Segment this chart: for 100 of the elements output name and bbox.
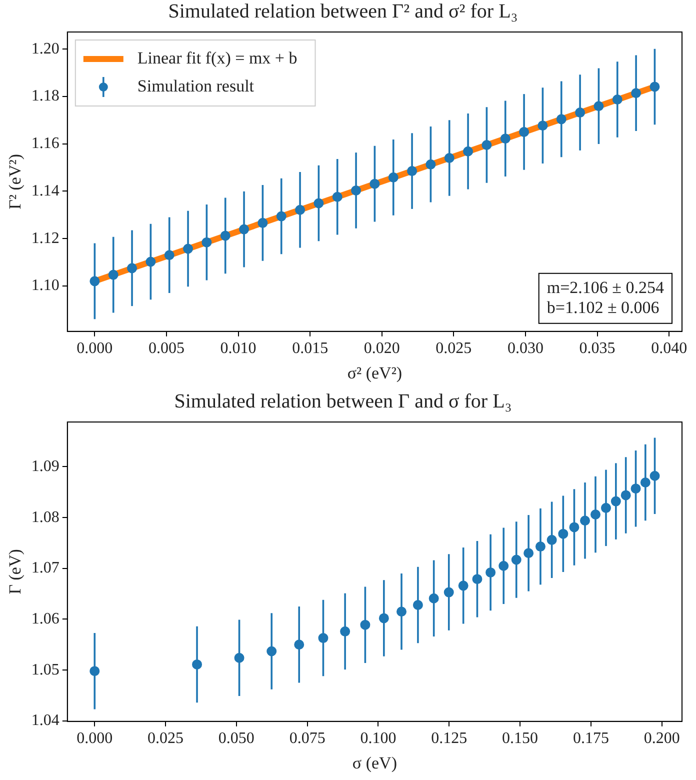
x-tick-label: 0.040 [651, 340, 688, 358]
y-tick-label: 1.16 [31, 135, 60, 152]
x-tick-label: 0.200 [644, 730, 680, 748]
point [594, 101, 604, 112]
point [558, 528, 568, 539]
point [428, 593, 439, 604]
point [202, 237, 212, 248]
point [378, 613, 389, 624]
point [258, 218, 268, 228]
point [472, 574, 482, 584]
point [318, 633, 328, 644]
point [90, 666, 100, 676]
point [535, 542, 546, 552]
y-tick-label: 1.12 [31, 230, 60, 247]
point [620, 490, 631, 500]
point [650, 470, 660, 481]
point [266, 646, 277, 656]
point [500, 134, 510, 144]
x-tick-label: 0.025 [436, 340, 472, 358]
point [108, 270, 118, 280]
point [192, 659, 202, 670]
point [580, 516, 590, 526]
point [463, 146, 474, 156]
point [234, 652, 244, 663]
point [631, 88, 642, 98]
point [524, 548, 534, 558]
point [511, 554, 522, 565]
point [458, 580, 468, 591]
y-tick-label: 1.05 [31, 661, 60, 678]
y-tick-label: 1.08 [31, 508, 60, 526]
point [396, 606, 406, 617]
chart-title: Simulated relation between Γ and σ for L₃ [174, 390, 512, 412]
point [412, 600, 423, 610]
point [575, 108, 586, 118]
x-tick-label: 0.125 [431, 730, 468, 748]
point [486, 567, 496, 578]
point [630, 484, 641, 494]
point [482, 140, 492, 150]
point [600, 502, 611, 513]
point [360, 620, 370, 630]
point [388, 172, 398, 182]
x-tick-label: 0.150 [502, 730, 538, 748]
x-tick-label: 0.000 [76, 730, 113, 748]
point [239, 224, 250, 234]
annotation: b=1.102 ± 0.006 [546, 298, 660, 317]
x-tick-label: 0.175 [572, 730, 609, 748]
point [612, 94, 622, 105]
y-tick-label: 1.18 [31, 88, 60, 105]
x-tick-label: 0.050 [218, 730, 254, 748]
y-tick-label: 1.14 [31, 182, 60, 200]
point [164, 250, 174, 260]
x-tick-label: 0.005 [148, 340, 184, 358]
x-tick-label: 0.015 [292, 340, 328, 358]
y-tick-label: 1.07 [31, 560, 60, 577]
point [569, 522, 580, 532]
point [220, 230, 230, 241]
y-axis-title: Γ (eV) [6, 549, 25, 594]
point [146, 256, 156, 267]
point [127, 263, 138, 274]
point [444, 153, 454, 164]
point [294, 640, 304, 650]
y-tick-label: 1.20 [31, 40, 60, 58]
point [351, 185, 362, 196]
point [650, 82, 660, 92]
point [590, 510, 600, 520]
point [276, 211, 286, 222]
x-tick-label: 0.075 [289, 730, 326, 748]
x-tick-label: 0.010 [220, 340, 256, 358]
point [90, 276, 100, 286]
point [610, 496, 621, 506]
point [314, 198, 324, 208]
legend-label: Linear fit f(x) = mx + b [137, 48, 298, 68]
point [295, 204, 306, 215]
legend-label: Simulation result [137, 76, 254, 96]
x-tick-label: 0.020 [364, 340, 400, 358]
x-tick-label: 0.100 [360, 730, 396, 748]
point [426, 159, 436, 170]
y-tick-label: 1.04 [31, 712, 60, 730]
y-axis-title: Γ² (eV²) [6, 154, 25, 210]
y-tick-label: 1.10 [31, 277, 60, 294]
x-tick-label: 0.025 [148, 730, 184, 748]
point [340, 626, 350, 636]
x-tick-label: 0.030 [507, 340, 544, 358]
point [519, 126, 530, 137]
point [407, 166, 418, 176]
x-axis-title: σ (eV) [352, 753, 397, 772]
point [556, 114, 566, 124]
annotation: m=2.106 ± 0.254 [546, 278, 664, 297]
y-tick-label: 1.09 [31, 458, 60, 475]
y-tick-label: 1.06 [31, 610, 60, 628]
point [640, 477, 650, 488]
x-tick-label: 0.000 [76, 340, 113, 358]
point [444, 587, 454, 598]
point [538, 120, 548, 131]
chart-title: Simulated relation between Γ² and σ² for L₃ [168, 0, 518, 22]
point [498, 560, 509, 571]
point [332, 192, 342, 202]
x-axis-title: σ² (eV²) [347, 363, 402, 382]
x-tick-label: 0.035 [579, 340, 616, 358]
point [183, 244, 194, 254]
